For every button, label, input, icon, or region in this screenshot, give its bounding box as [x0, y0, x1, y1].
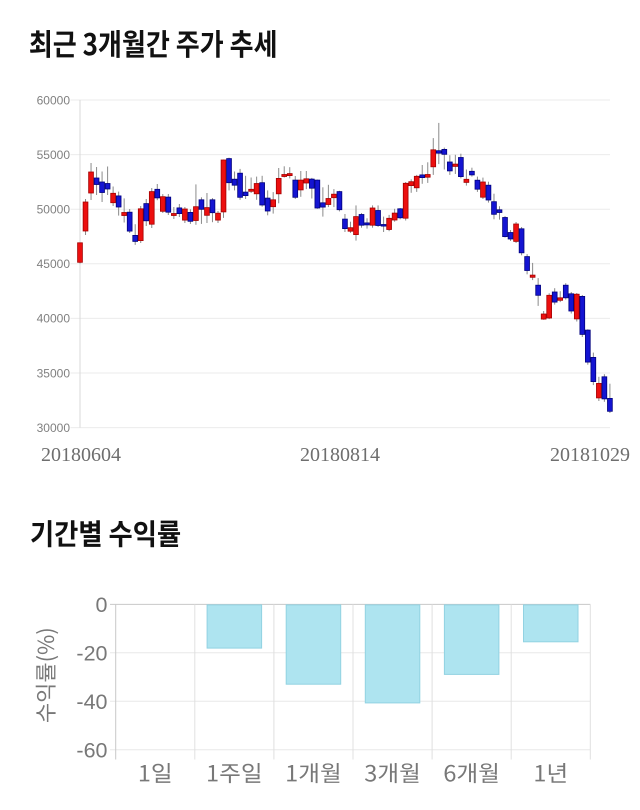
svg-text:-20: -20	[76, 642, 107, 666]
svg-text:45000: 45000	[37, 257, 71, 271]
svg-text:20180814: 20180814	[300, 444, 380, 466]
svg-text:20181029: 20181029	[550, 444, 630, 466]
svg-text:35000: 35000	[37, 366, 71, 380]
svg-text:50000: 50000	[37, 203, 71, 217]
svg-text:0: 0	[96, 593, 108, 617]
svg-text:-40: -40	[76, 690, 107, 714]
svg-text:60000: 60000	[37, 93, 71, 107]
svg-text:20180604: 20180604	[41, 444, 121, 466]
svg-text:30000: 30000	[37, 421, 71, 435]
svg-text:55000: 55000	[37, 148, 71, 162]
svg-text:40000: 40000	[37, 312, 71, 326]
svg-text:-60: -60	[76, 738, 107, 762]
